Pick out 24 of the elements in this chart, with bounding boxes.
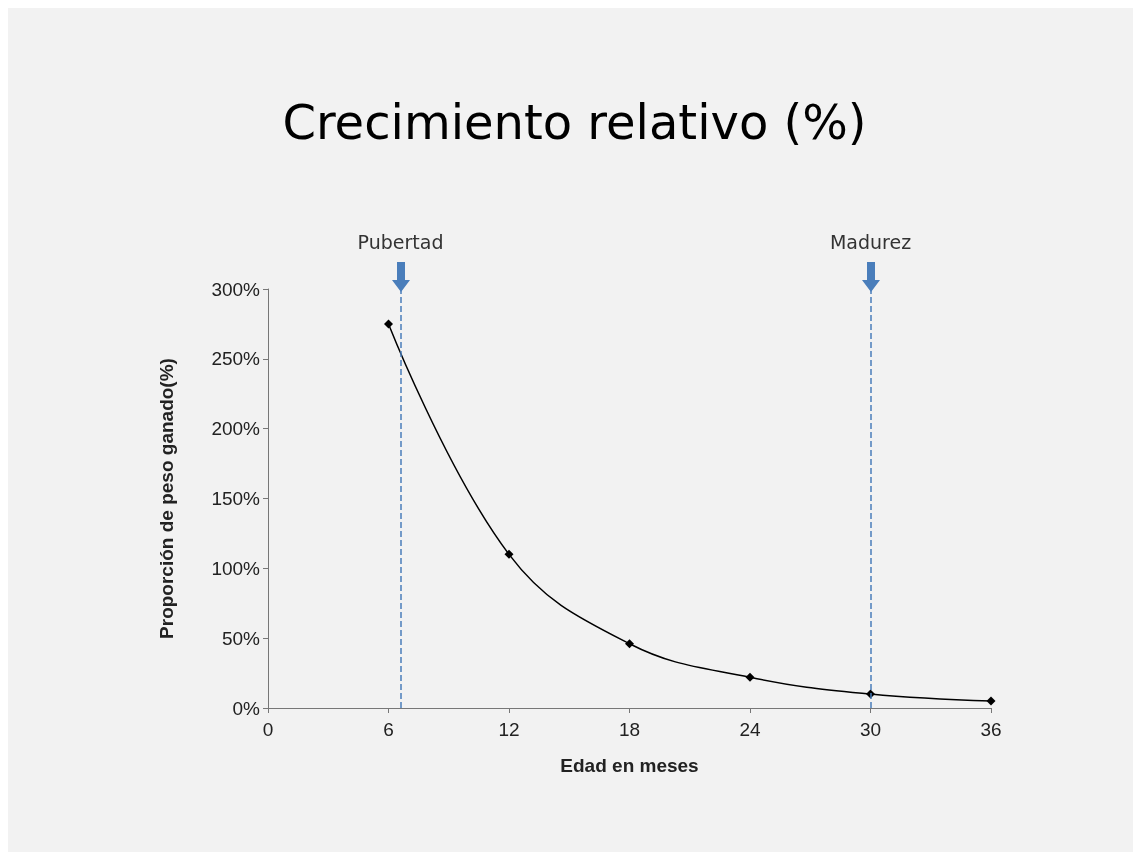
y-tick-label: 250% [211,348,261,370]
x-tick-label: 18 [618,719,641,740]
point [384,319,393,329]
y-tick-label: 200% [211,418,261,440]
ref-line-label: Madurez [829,230,912,253]
y-tick-label: 150% [211,488,261,509]
y-tick-label: 50% [221,627,261,649]
y-tick-label: 100% [211,557,261,579]
x-tick-label: 6 [383,719,394,740]
x-tick-label: 36 [980,719,1002,740]
point [745,672,755,682]
chart-title: Crecimiento relativo (%) [282,94,867,150]
x-axis-title: Edad en meses [560,755,699,776]
point [625,639,634,649]
x-tick-label: 24 [739,719,761,740]
ref-line-label: Pubertad [357,230,444,253]
y-axis-title: Proporción de peso ganado(%) [156,358,177,639]
y-tick-label: 300% [211,278,261,300]
x-tick-label: 12 [498,719,520,740]
y-tick-label: 0% [232,697,261,719]
point [986,696,996,706]
x-tick-label: 30 [859,719,882,740]
x-tick-label: 0 [262,719,274,740]
point [504,549,514,559]
